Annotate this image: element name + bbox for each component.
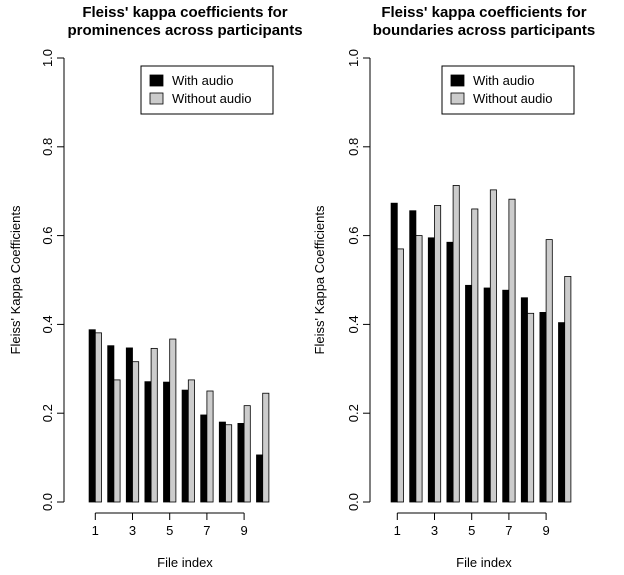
chart1-y-tick-label-0.0: 0.0 (40, 493, 55, 511)
chart2-y-tick-label-0.2: 0.2 (346, 404, 361, 422)
chart2-bar-without-audio-6 (489, 189, 497, 503)
chart2-legend-label-with-audio: With audio (473, 73, 534, 88)
chart2-bar-with-audio-5 (465, 284, 473, 503)
chart1-y-tick-label-0.4: 0.4 (40, 315, 55, 333)
chart1-x-tick-label-5: 5 (166, 523, 173, 538)
chart2-x-tick-label-3: 3 (431, 523, 438, 538)
chart1-legend-label-without-audio: Without audio (172, 91, 252, 106)
chart2-bar-with-audio-8 (520, 297, 528, 503)
chart2-bar-without-audio-2 (415, 235, 423, 503)
chart1-bar-without-audio-10 (262, 392, 270, 503)
chart2-bar-without-audio-9 (545, 239, 553, 503)
chart2-y-tick-label-0.8: 0.8 (346, 138, 361, 156)
chart2-bar-without-audio-5 (471, 208, 479, 503)
chart2-bar-with-audio-10 (558, 322, 566, 503)
chart2-bar-without-audio-4 (452, 185, 460, 503)
chart2-legend-box (441, 65, 575, 115)
chart1-bar-without-audio-5 (169, 338, 177, 503)
chart2-title-line-1: Fleiss' kappa coefficients for (381, 4, 586, 21)
chart1-bar-without-audio-1 (94, 332, 102, 503)
chart1-x-tick-label-9: 9 (240, 523, 247, 538)
chart1-bar-with-audio-8 (218, 421, 226, 503)
chart1-y-tick-label-1.0: 1.0 (40, 49, 55, 67)
chart2-bar-with-audio-7 (502, 289, 510, 503)
chart2-y-tick-label-0.0: 0.0 (346, 493, 361, 511)
chart1-bar-with-audio-1 (88, 329, 96, 503)
chart2-legend-swatch-with-audio (450, 74, 465, 87)
chart1-bar-without-audio-2 (113, 379, 121, 503)
chart1-title-line-2: prominences across participants (67, 22, 302, 39)
chart2-title-line-2: boundaries across participants (373, 22, 596, 39)
chart1-y-tick-label-0.6: 0.6 (40, 227, 55, 245)
chart2-y-tick-label-0.4: 0.4 (346, 315, 361, 333)
chart2-bar-without-audio-1 (396, 248, 404, 503)
chart2-bar-without-audio-7 (508, 198, 516, 503)
chart1-bar-without-audio-9 (243, 405, 251, 503)
chart2-bar-without-audio-8 (527, 312, 535, 503)
chart1-y-axis-label: Fleiss' Kappa Coefficients (8, 205, 23, 354)
chart2-x-tick-label-5: 5 (468, 523, 475, 538)
chart1-legend-swatch-without-audio (149, 92, 164, 105)
chart1-bar-with-audio-9 (237, 423, 245, 503)
chart1-bar-with-audio-4 (144, 381, 152, 503)
chart2-y-tick-label-1.0: 1.0 (346, 49, 361, 67)
chart1-title-line-1: Fleiss' kappa coefficients for (82, 4, 287, 21)
chart1-bar-with-audio-6 (181, 389, 189, 503)
chart1-bar-without-audio-4 (150, 347, 158, 503)
chart2-bar-with-audio-3 (427, 237, 435, 503)
chart2-bar-with-audio-1 (390, 202, 398, 503)
chart1-x-tick-label-3: 3 (129, 523, 136, 538)
chart1-x-axis-label: File index (157, 555, 213, 570)
chart1-x-tick-label-1: 1 (92, 523, 99, 538)
chart2-x-tick-label-1: 1 (394, 523, 401, 538)
chart1-legend-label-with-audio: With audio (172, 73, 233, 88)
chart2-bar-with-audio-2 (409, 210, 417, 503)
chart2-x-tick-label-7: 7 (505, 523, 512, 538)
chart1-y-tick-label-0.2: 0.2 (40, 404, 55, 422)
chart1-legend-box (140, 65, 274, 115)
chart1-bar-without-audio-7 (206, 390, 214, 503)
chart2-bar-with-audio-9 (539, 312, 547, 503)
chart2-legend-swatch-without-audio (450, 92, 465, 105)
chart1-bar-with-audio-10 (256, 454, 264, 503)
chart1-bar-with-audio-3 (125, 347, 133, 503)
chart2-bar-without-audio-3 (434, 205, 442, 503)
chart2-bar-without-audio-10 (564, 276, 572, 503)
chart1-y-tick-label-0.8: 0.8 (40, 138, 55, 156)
chart1-bar-without-audio-6 (187, 379, 195, 503)
chart2-bar-with-audio-4 (446, 241, 454, 503)
chart1-bar-without-audio-3 (132, 361, 140, 503)
chart2-legend-label-without-audio: Without audio (473, 91, 553, 106)
chart2-y-axis-label: Fleiss' Kappa Coefficients (312, 205, 327, 354)
chart1-x-tick-label-7: 7 (203, 523, 210, 538)
chart1-bar-without-audio-8 (225, 424, 233, 503)
chart1-bar-with-audio-2 (107, 345, 115, 503)
chart1-bar-with-audio-5 (163, 381, 171, 503)
chart2-x-tick-label-9: 9 (542, 523, 549, 538)
chart1-legend-swatch-with-audio (149, 74, 164, 87)
chart2-bar-with-audio-6 (483, 287, 491, 503)
chart1-bar-with-audio-7 (200, 414, 208, 503)
chart2-x-axis-label: File index (456, 555, 512, 570)
chart2-y-tick-label-0.6: 0.6 (346, 227, 361, 245)
